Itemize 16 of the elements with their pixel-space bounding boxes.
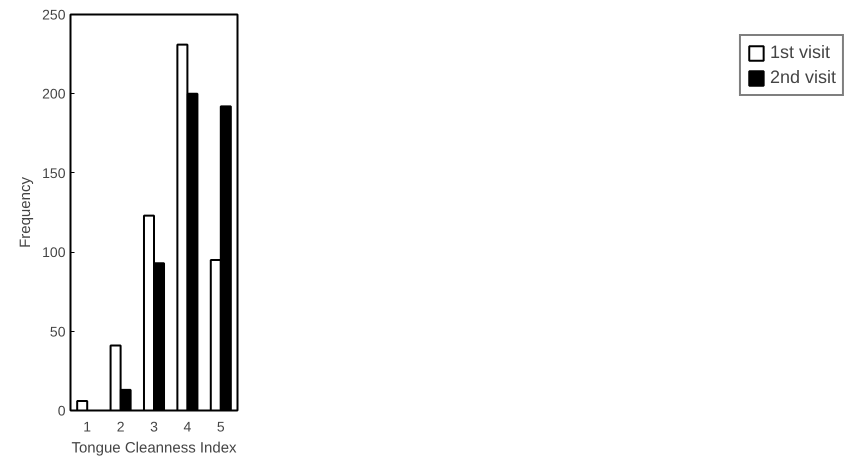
- x-tick-label: 3: [150, 418, 158, 434]
- y-axis-title: Frequency: [17, 176, 34, 248]
- y-tick-label: 150: [42, 164, 66, 181]
- y-tick-label: 100: [42, 244, 66, 260]
- y-tick-label: 250: [42, 6, 66, 22]
- legend-label: 1st visit: [770, 42, 830, 63]
- x-tick-label: 1: [83, 418, 92, 434]
- bar: [76, 400, 88, 410]
- x-tick-label: 2: [116, 418, 125, 434]
- x-axis-title: Tongue Cleanness Index: [71, 440, 238, 456]
- y-tick-label: 0: [58, 402, 66, 418]
- y-tick-label: 200: [42, 86, 66, 102]
- x-tick-label: 4: [184, 418, 192, 434]
- legend-label: 2nd visit: [770, 67, 836, 88]
- y-tick-label: 50: [50, 323, 66, 340]
- x-tick-label: 5: [216, 418, 225, 434]
